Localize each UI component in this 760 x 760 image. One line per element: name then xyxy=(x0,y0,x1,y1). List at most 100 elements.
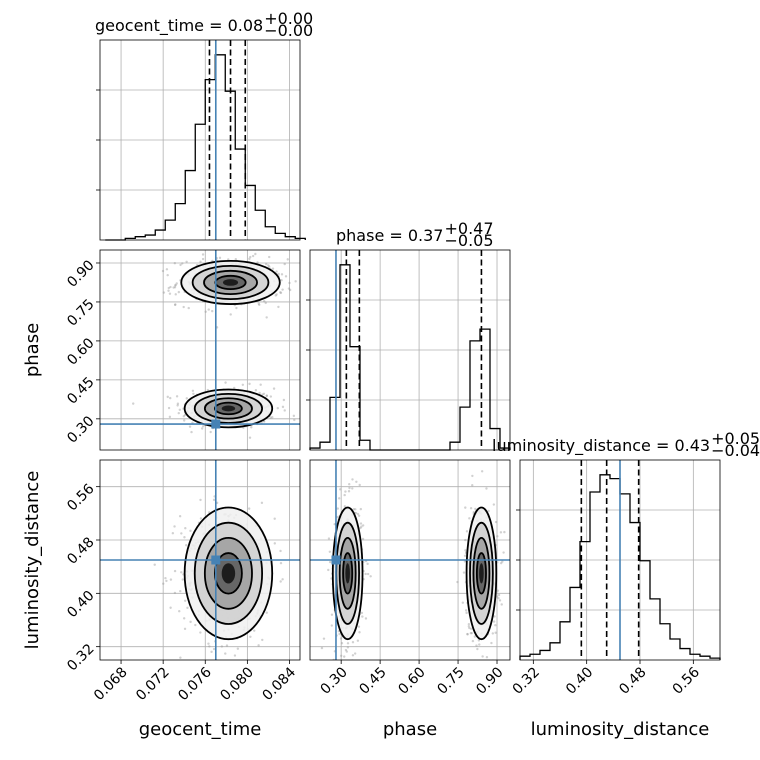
y-axis-label-luminosity_distance: luminosity_distance xyxy=(22,471,43,650)
sample-point xyxy=(468,517,471,520)
sample-point xyxy=(218,256,222,260)
x-axis-label-phase: phase xyxy=(383,719,437,740)
x-tick-label: 0.90 xyxy=(473,664,506,697)
truth-point xyxy=(331,555,341,565)
sample-point xyxy=(366,562,369,566)
sample-point xyxy=(180,532,183,535)
panel-frame xyxy=(99,459,301,661)
sample-point xyxy=(471,474,474,478)
sample-point xyxy=(167,406,171,410)
sample-point xyxy=(472,511,475,514)
sample-point xyxy=(182,617,186,620)
title-phase: phase = 0.37 xyxy=(336,226,443,245)
sample-point xyxy=(162,291,166,294)
sample-point xyxy=(346,646,350,649)
sample-point xyxy=(169,578,173,581)
sample-point xyxy=(184,526,187,530)
sample-point xyxy=(343,505,347,508)
sample-point xyxy=(267,265,271,268)
sample-point xyxy=(179,656,182,659)
sample-point xyxy=(194,623,197,627)
sample-point xyxy=(478,643,481,646)
sample-point xyxy=(286,258,289,261)
sample-point xyxy=(265,394,269,397)
sample-point xyxy=(168,415,172,419)
sample-point xyxy=(485,487,488,490)
sample-point xyxy=(492,620,496,623)
sample-point xyxy=(273,517,276,520)
sample-point xyxy=(262,392,266,396)
sample-point xyxy=(199,631,202,634)
sample-point xyxy=(211,309,214,313)
y-tick-label: 0.75 xyxy=(64,296,97,329)
contour-line xyxy=(469,521,494,625)
sample-point xyxy=(356,639,360,642)
x-tick-label: 0.084 xyxy=(259,664,299,704)
contour-line xyxy=(342,552,354,595)
sample-point xyxy=(494,631,497,634)
sample-point xyxy=(210,650,213,654)
sample-point xyxy=(277,272,280,276)
sample-point xyxy=(201,257,205,261)
x-tick-label: 0.080 xyxy=(217,664,257,704)
y-tick-label: 0.48 xyxy=(64,534,97,567)
sample-point xyxy=(164,576,167,580)
sample-point xyxy=(280,279,283,282)
sample-point xyxy=(343,655,346,658)
panel-grid xyxy=(310,250,510,450)
sample-point xyxy=(275,293,278,296)
sample-point xyxy=(161,269,165,273)
sample-point xyxy=(464,538,467,542)
sample-point xyxy=(353,667,355,669)
sample-point xyxy=(330,613,334,616)
sample-point xyxy=(260,501,264,505)
y-tick-label: 0.30 xyxy=(64,413,97,446)
y-tick-label: 0.32 xyxy=(64,641,97,674)
sample-point xyxy=(261,393,264,396)
sample-point xyxy=(357,514,361,517)
sample-point xyxy=(201,253,205,256)
sample-point xyxy=(178,514,182,518)
sample-point xyxy=(271,416,274,419)
sample-point xyxy=(256,261,259,264)
sample-point xyxy=(327,537,331,540)
sample-point xyxy=(354,508,357,511)
contour-line xyxy=(191,264,270,300)
title-sub-geocent_time: −0.00 xyxy=(264,21,313,40)
sample-point xyxy=(183,419,186,422)
sample-point xyxy=(268,255,271,259)
sample-point xyxy=(360,611,364,615)
sample-point xyxy=(248,382,251,386)
sample-point xyxy=(234,257,237,261)
x-tick-label: 0.072 xyxy=(133,664,173,704)
contour-line xyxy=(183,506,274,641)
sample-point xyxy=(359,507,363,511)
histogram-geocent_time xyxy=(96,39,306,241)
contour-line xyxy=(183,388,274,429)
sample-point xyxy=(494,520,498,524)
sample-point xyxy=(189,529,192,533)
sample-point xyxy=(352,508,356,511)
sample-point xyxy=(474,507,477,511)
sample-point xyxy=(283,409,286,412)
sample-point xyxy=(269,416,272,419)
sample-point xyxy=(173,286,177,289)
sample-point xyxy=(166,273,169,277)
sample-point xyxy=(364,572,367,576)
sample-point xyxy=(265,316,268,319)
sample-point xyxy=(356,512,360,516)
sample-point xyxy=(485,656,489,659)
sample-point xyxy=(456,580,459,584)
sample-point xyxy=(288,281,291,285)
density-level xyxy=(221,405,236,412)
sample-point xyxy=(236,647,240,650)
sample-point xyxy=(347,490,351,493)
sample-point xyxy=(183,536,186,539)
sample-point xyxy=(307,283,309,285)
panel-frame xyxy=(309,459,511,661)
sample-point xyxy=(248,436,252,439)
x-tick-label: 0.56 xyxy=(670,664,703,697)
sample-point xyxy=(276,406,279,410)
sample-point xyxy=(179,263,182,267)
